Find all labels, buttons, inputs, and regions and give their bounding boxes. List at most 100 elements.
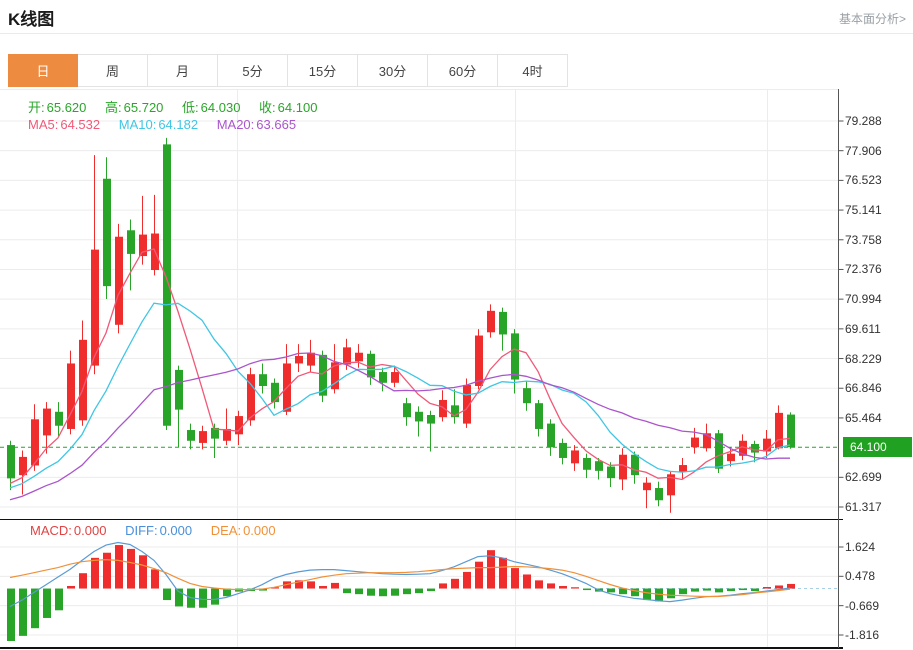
tab-5min[interactable]: 5分: [218, 54, 288, 87]
macd-bar: [127, 548, 135, 589]
macd-bar: [511, 568, 519, 589]
candle: [223, 428, 231, 441]
tab-daily[interactable]: 日: [8, 54, 78, 87]
macd-bar: [631, 588, 639, 597]
macd-bar: [79, 573, 87, 589]
candle: [715, 433, 723, 469]
ma20-line: [9, 352, 790, 501]
candle: [79, 339, 87, 421]
macd-bar: [31, 588, 39, 629]
candle: [763, 438, 771, 452]
ma5-value: MA5: 64.532: [28, 117, 101, 132]
macd-bar: [571, 587, 579, 589]
macd-bar: [391, 588, 399, 596]
y-axis-label: 76.523: [845, 173, 882, 188]
macd-bar: [727, 588, 735, 592]
tab-monthly[interactable]: 月: [148, 54, 218, 87]
candle: [379, 372, 387, 383]
candle: [547, 423, 555, 448]
candle: [175, 369, 183, 410]
tab-weekly[interactable]: 周: [78, 54, 148, 87]
tab-30min[interactable]: 30分: [358, 54, 428, 87]
macd-bar: [715, 588, 723, 593]
tab-15min[interactable]: 15分: [288, 54, 358, 87]
macd-bar: [199, 588, 207, 608]
high-value: 高: 65.720: [105, 100, 164, 115]
diff-value: DIFF: 0.000: [125, 523, 193, 538]
close-value: 收: 64.100: [259, 100, 318, 115]
ohlc-header: 开: 65.620 高: 65.720 低: 64.030 收: 64.100: [28, 97, 332, 116]
candle: [115, 236, 123, 325]
macd-bar: [703, 588, 711, 591]
candle: [343, 347, 351, 365]
macd-bar: [751, 588, 759, 592]
candle: [139, 234, 147, 257]
macd-bar: [367, 588, 375, 596]
current-price-badge: 64.100: [843, 437, 912, 458]
y-axis-label: 73.758: [845, 232, 882, 247]
candle: [271, 382, 279, 403]
fundamental-analysis-link[interactable]: 基本面分析>: [838, 12, 906, 26]
dea-line: [9, 558, 791, 598]
candle: [415, 411, 423, 422]
candle: [691, 437, 699, 448]
y-axis-label: 1.624: [845, 540, 876, 554]
y-axis-label: -1.816: [845, 628, 880, 642]
y-axis-label: 75.141: [845, 203, 882, 218]
candle: [67, 363, 75, 429]
candle: [163, 144, 171, 426]
macd-bar: [223, 588, 231, 597]
macd-bar: [67, 585, 75, 589]
diff-line: [9, 541, 791, 608]
candle: [331, 362, 339, 390]
macd-bar: [211, 588, 219, 605]
candle: [631, 454, 639, 476]
candle: [439, 399, 447, 418]
macd-bar: [475, 561, 483, 589]
candle: [319, 354, 327, 396]
macd-bar: [439, 583, 447, 589]
candle: [643, 482, 651, 491]
macd-bar: [619, 588, 627, 595]
candle: [103, 178, 111, 287]
macd-bar: [259, 588, 267, 591]
macd-bar: [319, 585, 327, 589]
macd-bar: [307, 581, 315, 589]
candle: [391, 372, 399, 383]
macd-bar: [463, 571, 471, 589]
y-axis-label: 77.906: [845, 143, 882, 158]
candle: [295, 355, 303, 364]
candle: [667, 474, 675, 496]
macd-bar: [331, 582, 339, 589]
candle: [211, 427, 219, 439]
candle: [355, 352, 363, 362]
macd-bar: [7, 588, 15, 641]
candle: [523, 388, 531, 404]
timeframe-tabs: 日周月 5分 15分 30分 60分 4时: [8, 54, 568, 87]
ma-header: MA5: 64.532 MA10: 64.182 MA20: 63.665: [28, 117, 311, 132]
macd-bar: [535, 580, 543, 589]
macd-bar: [787, 583, 795, 589]
candle: [607, 466, 615, 479]
candle: [787, 414, 795, 448]
macd-bar: [19, 588, 27, 636]
candle: [427, 415, 435, 424]
y-axis-label: 62.699: [845, 470, 882, 485]
candle: [91, 249, 99, 366]
macd-bar: [583, 588, 591, 591]
ma20-value: MA20: 63.665: [216, 117, 297, 132]
candle: [199, 431, 207, 443]
y-axis-label: 66.846: [845, 381, 882, 396]
macd-bar: [343, 588, 351, 594]
macd-bar: [295, 580, 303, 589]
macd-bar: [499, 557, 507, 589]
tab-60min[interactable]: 60分: [428, 54, 498, 87]
candle: [31, 419, 39, 466]
tab-4hour[interactable]: 4时: [498, 54, 568, 87]
candle: [535, 403, 543, 429]
macd-bar: [271, 587, 279, 589]
macd-bar: [163, 588, 171, 601]
y-axis-label: 79.288: [845, 114, 882, 128]
y-axis-label: 68.229: [845, 351, 882, 366]
